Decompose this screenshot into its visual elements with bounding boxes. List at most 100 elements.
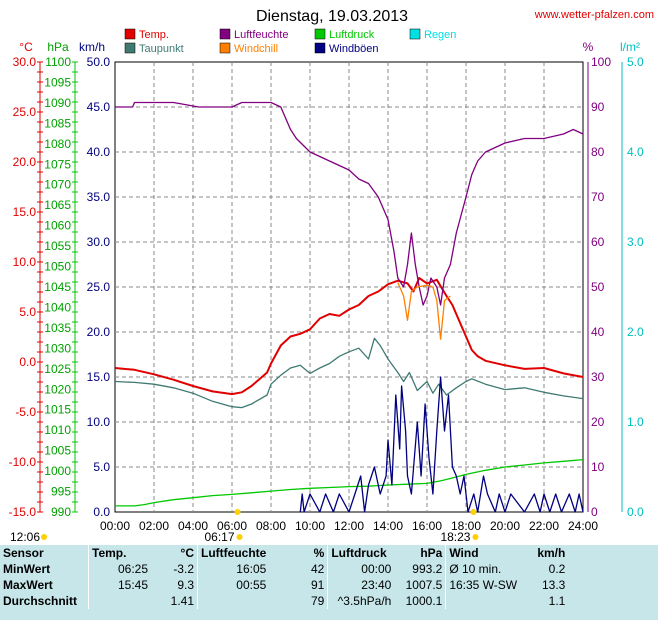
stats-panel: Sensor Temp. °C Luftfeuchte % Luftdruck … bbox=[0, 545, 658, 620]
stat-value bbox=[88, 593, 151, 609]
series-line-temp bbox=[114, 277, 584, 396]
pressure-tick-label: 1020 bbox=[44, 382, 71, 396]
time-tick-label: 10:00 bbox=[295, 519, 325, 533]
daylight-duration: 12:06 bbox=[10, 530, 40, 544]
humidity-tick-label: 10 bbox=[591, 460, 605, 474]
pressure-tick-label: 1045 bbox=[44, 280, 71, 294]
humidity-unit-label: % bbox=[583, 40, 594, 54]
pressure-tick-label: 990 bbox=[51, 505, 71, 519]
wind-tick-label: 0.0 bbox=[93, 505, 110, 519]
stats-col-press-unit: hPa bbox=[420, 546, 443, 560]
pressure-tick-label: 1090 bbox=[44, 96, 71, 110]
pressure-tick-label: 1000 bbox=[44, 464, 71, 478]
sunrise-time: 06:17 bbox=[204, 530, 234, 544]
temp-tick-label: 5.0 bbox=[19, 305, 36, 319]
stats-row-label: MaxWert bbox=[3, 578, 53, 592]
daylight-sun-icon bbox=[41, 534, 47, 540]
pressure-tick-label: 1100 bbox=[45, 55, 71, 69]
legend-label: Regen bbox=[424, 29, 456, 41]
humidity-tick-label: 90 bbox=[591, 100, 605, 114]
sunset-time: 18:23 bbox=[440, 530, 470, 544]
humidity-tick-label: 20 bbox=[591, 415, 605, 429]
rain-tick-label: 4.0 bbox=[627, 145, 644, 159]
series-line-windben bbox=[299, 376, 584, 513]
rain-tick-label: 5.0 bbox=[627, 55, 644, 69]
wind-tick-label: 20.0 bbox=[87, 325, 111, 339]
stat-value bbox=[197, 593, 270, 609]
chart-grid bbox=[114, 61, 584, 513]
pressure-tick-label: 1030 bbox=[44, 341, 71, 355]
humidity-tick-label: 30 bbox=[591, 370, 605, 384]
chart-axes: 30.0 25.0 20.0 15.0 10.0 5.0 0.0 -5.0 -10.0 -15.0… bbox=[9, 40, 644, 544]
stats-row-min: MinWert 06:25 -3.2 16:05 42 00:00 993.2 … bbox=[0, 561, 568, 577]
stats-col-temp: Temp. bbox=[88, 545, 151, 561]
wind-unit-label: km/h bbox=[79, 40, 105, 54]
pressure-tick-label: 1075 bbox=[44, 157, 71, 171]
sunrise-icon bbox=[234, 509, 241, 515]
pressure-tick-label: 1040 bbox=[44, 300, 71, 314]
sunset-icon bbox=[470, 509, 477, 515]
stats-row-max: MaxWert 15:45 9.3 00:55 91 23:40 1007.5 … bbox=[0, 577, 568, 593]
legend-swatch bbox=[219, 28, 231, 40]
wind-tick-label: 10.0 bbox=[87, 415, 111, 429]
temp-tick-label: 25.0 bbox=[13, 105, 37, 119]
rain-unit-label: l/m² bbox=[620, 40, 640, 54]
legend-swatch bbox=[314, 28, 326, 40]
stat-value: 16:05 bbox=[197, 561, 270, 577]
stats-col-hum: Luftfeuchte bbox=[197, 545, 270, 561]
stat-value: 15:45 bbox=[88, 577, 151, 593]
chart-series bbox=[114, 101, 584, 513]
rain-tick-label: 2.0 bbox=[627, 325, 644, 339]
legend-label: Temp. bbox=[139, 29, 169, 41]
pressure-tick-label: 1035 bbox=[44, 321, 71, 335]
wind-tick-label: 30.0 bbox=[87, 235, 111, 249]
stats-col-hum-unit: % bbox=[313, 546, 325, 560]
pressure-tick-label: 1095 bbox=[44, 75, 71, 89]
stat-value: 42 bbox=[310, 562, 325, 576]
stat-value: 16:35 W-SW bbox=[445, 577, 523, 593]
website-link[interactable]: www.wetter-pfalzen.com bbox=[534, 9, 654, 21]
temp-tick-label: -5.0 bbox=[15, 405, 36, 419]
pressure-tick-label: 1085 bbox=[44, 116, 71, 130]
humidity-tick-label: 60 bbox=[591, 235, 605, 249]
wind-tick-label: 15.0 bbox=[87, 370, 111, 384]
temp-tick-label: -10.0 bbox=[9, 455, 37, 469]
humidity-tick-label: 40 bbox=[591, 325, 605, 339]
stat-value: 1.1 bbox=[548, 594, 566, 608]
pressure-unit-label: hPa bbox=[47, 40, 69, 54]
pressure-tick-label: 1080 bbox=[44, 137, 71, 151]
time-tick-label: 06:00 bbox=[217, 519, 247, 533]
stat-value: 91 bbox=[310, 578, 325, 592]
pressure-tick-label: 1070 bbox=[44, 178, 71, 192]
time-tick-label: 16:00 bbox=[412, 519, 442, 533]
stat-value: 23:40 bbox=[327, 577, 395, 593]
legend-swatch bbox=[314, 42, 326, 54]
stats-row-label: Durchschnitt bbox=[3, 594, 78, 608]
series-line-luftfeuchte bbox=[115, 101, 584, 306]
pressure-tick-label: 1015 bbox=[44, 403, 71, 417]
pressure-tick-label: 1005 bbox=[44, 444, 71, 458]
stat-value: 06:25 bbox=[88, 561, 151, 577]
temp-tick-label: 20.0 bbox=[13, 155, 37, 169]
humidity-tick-label: 70 bbox=[591, 190, 605, 204]
time-tick-label: 02:00 bbox=[139, 519, 169, 533]
time-tick-label: 20:00 bbox=[490, 519, 520, 533]
legend-label: Luftdruck bbox=[329, 29, 375, 41]
stat-value: 00:55 bbox=[197, 577, 270, 593]
legend-swatch bbox=[124, 42, 136, 54]
pressure-tick-label: 1025 bbox=[44, 362, 71, 376]
series-line-luftdruck bbox=[115, 458, 584, 507]
time-tick-label: 14:00 bbox=[373, 519, 403, 533]
stat-value: 9.3 bbox=[177, 578, 194, 592]
stats-row-label: MinWert bbox=[3, 562, 51, 576]
stats-col-press: Luftdruck bbox=[327, 545, 395, 561]
time-tick-label: 18:00 bbox=[451, 519, 481, 533]
temp-tick-label: 10.0 bbox=[13, 255, 37, 269]
stat-value: 1007.5 bbox=[405, 578, 443, 592]
temp-unit-label: °C bbox=[19, 40, 33, 54]
pressure-tick-label: 1050 bbox=[44, 260, 71, 274]
sunset-sun-icon bbox=[472, 534, 479, 540]
weather-chart: 30.0 25.0 20.0 15.0 10.0 5.0 0.0 -5.0 -10.0 -15.0… bbox=[9, 8, 654, 544]
series-line-taupunkt bbox=[114, 337, 584, 409]
wind-tick-label: 40.0 bbox=[87, 145, 111, 159]
